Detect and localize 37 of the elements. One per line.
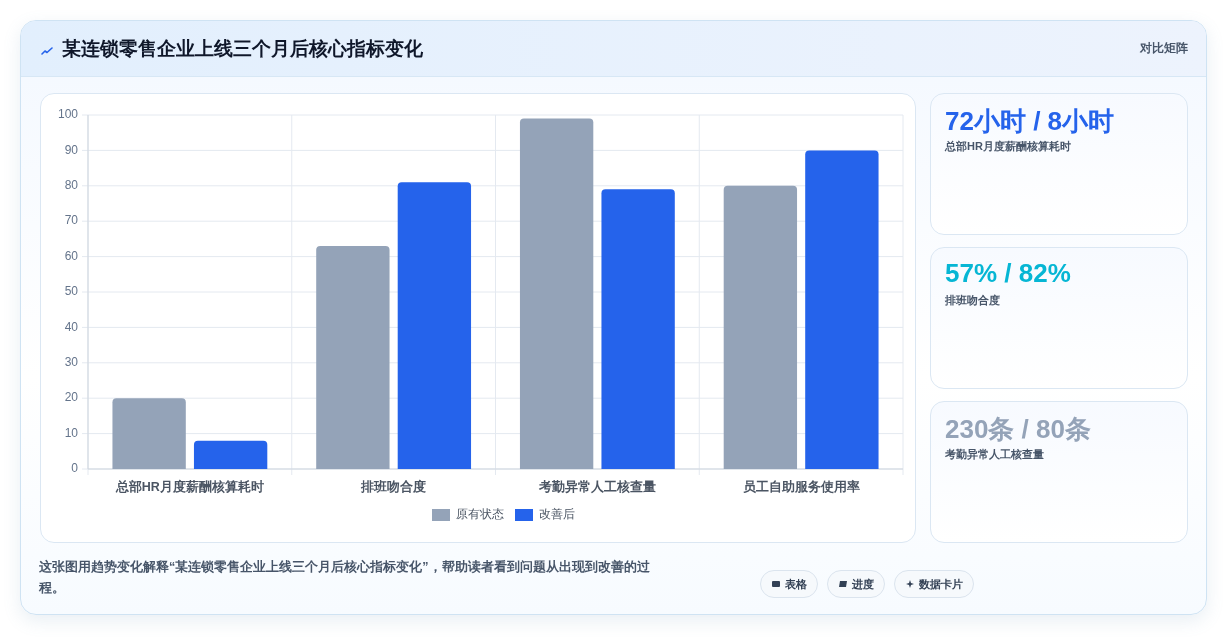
text: 72小时 / 8小时	[945, 105, 1115, 138]
y-tick-label: 30	[64, 354, 79, 369]
text: 总部HR月度薪酬核算耗时	[945, 139, 1071, 154]
y-tick-label: 0	[71, 461, 79, 476]
x-tick-label: 排班吻合度	[360, 479, 427, 495]
bar	[193, 440, 268, 469]
bar	[519, 118, 594, 469]
x-tick-label: 总部HR月度薪酬核算耗时	[114, 479, 264, 495]
y-tick-label: 100	[57, 107, 79, 122]
legend-label: 原有状态	[456, 507, 504, 522]
text: 230条 / 80条	[945, 413, 1091, 446]
y-tick-label: 50	[64, 284, 79, 299]
y-tick-label: 90	[64, 142, 79, 157]
text: 对比矩阵	[1140, 40, 1188, 57]
legend-label: 改善后	[539, 507, 575, 522]
bar	[723, 185, 798, 469]
bar	[316, 245, 390, 469]
text: 考勤异常人工核查量	[945, 447, 1044, 462]
x-tick-label: 员工自助服务使用率	[742, 479, 860, 495]
y-tick-label: 60	[64, 248, 79, 263]
x-tick-label: 考勤异常人工核查量	[537, 479, 656, 495]
y-tick-label: 80	[64, 177, 79, 192]
y-tick-label: 40	[64, 319, 79, 334]
y-tick-label: 10	[64, 425, 79, 440]
text: 这张图用趋势变化解释“某连锁零售企业上线三个月后核心指标变化”，帮助读者看到问题从出现到改善的过程。	[39, 558, 651, 597]
bar	[601, 189, 675, 469]
text: 排班吻合度	[945, 293, 1000, 308]
text: 数据卡片	[919, 576, 963, 592]
text: 进度	[852, 576, 874, 592]
bar	[805, 150, 879, 469]
y-tick-label: 20	[64, 390, 79, 405]
y-tick-label: 70	[64, 213, 79, 228]
bar	[112, 398, 186, 469]
chart-title: 某连锁零售企业上线三个月后核心指标变化	[62, 37, 423, 61]
text: 57% / 82%	[945, 258, 1071, 289]
text: 表格	[785, 576, 807, 592]
bar	[397, 182, 472, 469]
